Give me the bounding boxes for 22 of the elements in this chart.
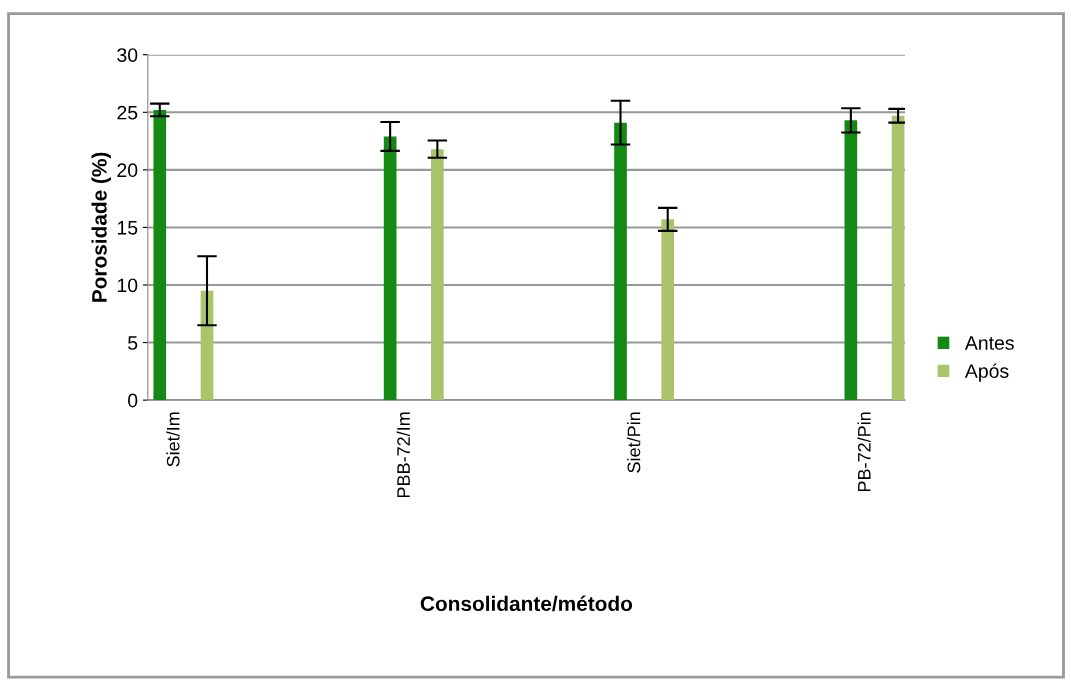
bar (891, 115, 905, 401)
y-tick-label: 10 (117, 278, 138, 293)
bar (661, 219, 675, 401)
y-tick-label: 20 (117, 163, 138, 178)
bar (153, 109, 167, 401)
x-tick-label: Siet/Im (166, 412, 180, 467)
bar (614, 122, 627, 401)
y-tick-label: 5 (128, 336, 138, 350)
x-tick-label: PBB-72/Im (396, 412, 410, 498)
x-tick-label: Siet/Pin (627, 412, 641, 473)
bar (431, 149, 444, 401)
y-tick-label: 0 (128, 393, 138, 408)
legend-label: Após (964, 363, 1009, 382)
y-axis-title: Porosidade (%) (91, 152, 111, 302)
bar (844, 120, 858, 401)
y-tick-label: 25 (117, 105, 138, 120)
y-tick-label: 15 (117, 221, 138, 235)
bar (383, 136, 397, 401)
x-tick-label: PB-72/Pin (857, 412, 871, 492)
legend-label: Antes (964, 336, 1014, 350)
y-tick-label: 30 (117, 48, 138, 62)
x-axis-title: Consolidante/método (420, 595, 633, 612)
